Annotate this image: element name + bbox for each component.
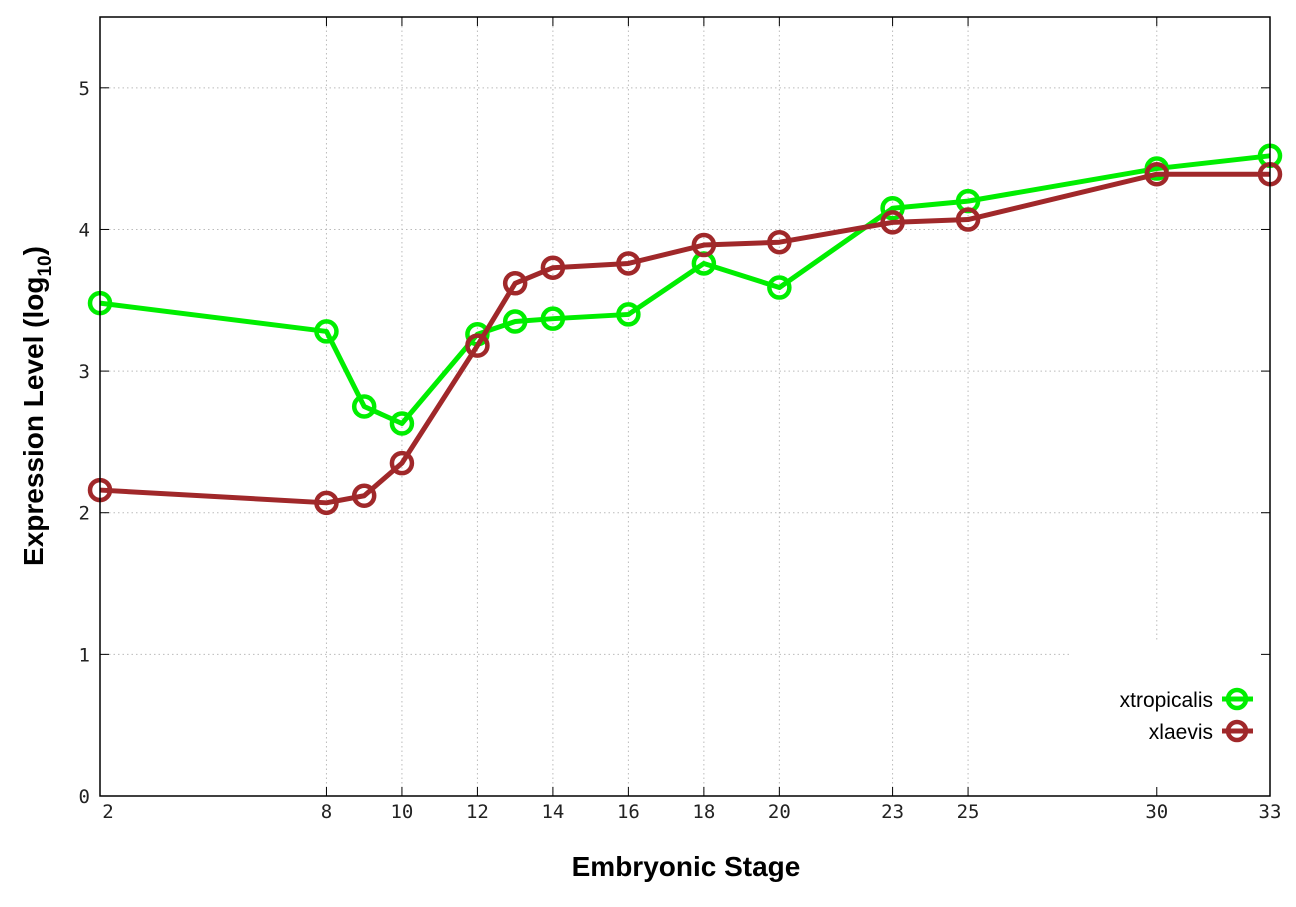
- data-point-xtropicalis: [502, 309, 528, 334]
- data-point-xlaevis: [1144, 161, 1170, 187]
- data-point-xlaevis: [691, 232, 717, 258]
- legend-background: [1072, 642, 1268, 792]
- x-tick-label: 16: [617, 801, 640, 823]
- x-tick-label: 30: [1145, 801, 1168, 823]
- x-tick-label: 12: [466, 801, 489, 823]
- y-tick-label: 2: [79, 503, 90, 525]
- x-tick-label: 8: [321, 801, 332, 823]
- x-tick-label: 18: [692, 801, 715, 823]
- legend-marker: [1225, 719, 1249, 743]
- data-point-xlaevis: [465, 333, 490, 358]
- x-tick-label: 33: [1259, 801, 1282, 823]
- x-tick-label: 2: [102, 801, 113, 823]
- data-point-xlaevis: [540, 255, 566, 280]
- data-point-xlaevis: [502, 271, 528, 296]
- legend: xtropicalis xlaevis: [1120, 687, 1253, 744]
- data-point-xtropicalis: [351, 394, 377, 419]
- data-point-xtropicalis: [616, 302, 641, 327]
- x-tick-label: 25: [957, 801, 980, 823]
- data-point-xtropicalis: [389, 411, 415, 436]
- y-tick-label: 0: [79, 786, 90, 808]
- x-tick-label: 20: [768, 801, 791, 823]
- x-tick-label: 23: [881, 801, 904, 823]
- data-point-xtropicalis: [540, 306, 566, 331]
- data-point-xtropicalis: [880, 195, 905, 221]
- y-tick-label: 5: [79, 78, 90, 100]
- series-group: [87, 143, 1283, 516]
- legend-marker: [1225, 687, 1249, 711]
- x-axis-label: Embryonic Stage: [572, 851, 801, 882]
- y-tick-label: 4: [79, 219, 90, 241]
- legend-label: xlaevis: [1149, 721, 1213, 744]
- series-line-xtropicalis: [99, 153, 1271, 426]
- data-point-xtropicalis: [767, 275, 792, 300]
- x-tick-label: 10: [390, 801, 413, 823]
- legend-label: xtropicalis: [1120, 689, 1213, 712]
- y-axis-label: Expression Level (log10): [18, 246, 56, 566]
- data-point-xlaevis: [389, 450, 415, 476]
- data-point-xlaevis: [616, 251, 641, 276]
- data-point-xlaevis: [351, 483, 377, 508]
- data-point-xlaevis: [767, 229, 792, 255]
- y-tick-label: 3: [79, 361, 90, 383]
- y-tick-label: 1: [79, 644, 90, 666]
- plot-frame: [99, 16, 1271, 797]
- data-point-xlaevis: [955, 207, 981, 232]
- series-line-xlaevis: [99, 171, 1270, 506]
- x-tick-label: 14: [541, 801, 564, 823]
- data-point-xlaevis: [880, 210, 905, 235]
- data-point-xlaevis: [314, 490, 339, 516]
- data-point-xtropicalis: [314, 319, 339, 344]
